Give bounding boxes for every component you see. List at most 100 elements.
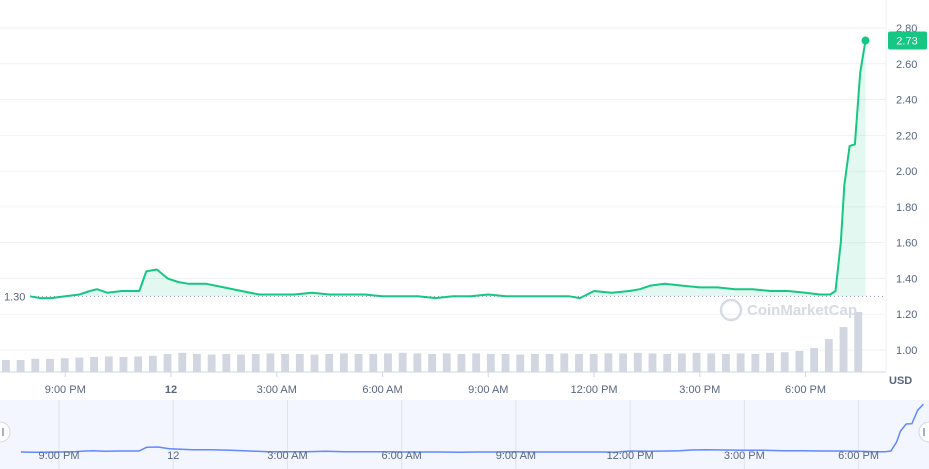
volume-bar xyxy=(560,353,569,372)
volume-bar xyxy=(780,352,789,372)
x-tick-label: 12:00 PM xyxy=(570,384,617,396)
volume-bar xyxy=(413,353,422,372)
x-tick-label: 6:00 AM xyxy=(362,384,402,396)
volume-bar xyxy=(75,357,84,372)
volume-bar xyxy=(648,353,657,372)
price-area xyxy=(30,40,866,299)
volume-bar xyxy=(854,312,863,372)
navigator-left-handle[interactable] xyxy=(0,421,11,443)
volume-bar xyxy=(193,354,201,372)
volume-bar xyxy=(148,355,157,372)
right-handle-grip-icon xyxy=(923,428,925,436)
navigator-tick-label: 12 xyxy=(167,450,179,462)
volume-bar xyxy=(60,358,69,372)
gridlines xyxy=(0,0,887,373)
navigator-gridlines xyxy=(58,400,860,469)
volume-bar xyxy=(222,354,231,372)
volume-bar xyxy=(339,353,348,372)
coinmarketcap-watermark: CoinMarketCap xyxy=(719,298,857,322)
price-line xyxy=(29,40,867,300)
volume-bar xyxy=(692,352,701,372)
volume-bar xyxy=(619,353,628,372)
volume-bar xyxy=(589,354,598,372)
watermark-text: CoinMarketCap xyxy=(747,302,857,319)
volume-bar xyxy=(545,354,554,372)
volume-bar xyxy=(2,360,10,372)
volume-bar xyxy=(839,327,848,372)
volume-bar xyxy=(384,353,392,372)
volume-bar xyxy=(46,358,54,372)
volume-bar xyxy=(766,352,774,372)
y-axis-ticks: 2.802.602.402.202.001.801.601.401.201.00 xyxy=(896,23,917,357)
volume-bar xyxy=(663,354,672,372)
navigator-tick-label: 9:00 PM xyxy=(39,450,80,462)
navigator-tick-label: 3:00 AM xyxy=(267,450,307,462)
volume-bar xyxy=(442,353,451,372)
volume-bar xyxy=(575,354,583,372)
volume-bar xyxy=(810,348,819,372)
range-navigator[interactable]: 9:00 PM 12 3:00 AM 6:00 AM 9:00 AM 12:00 PM 3:… xyxy=(0,400,929,469)
volume-bar xyxy=(354,354,363,372)
volume-bar xyxy=(134,356,143,372)
volume-bar xyxy=(178,352,187,372)
x-tick-label: 6:00 PM xyxy=(785,384,826,396)
navigator-line xyxy=(20,403,924,454)
y-tick-label: 2.60 xyxy=(896,59,917,71)
volume-bar xyxy=(736,353,745,372)
volume-bar xyxy=(531,354,539,372)
navigator-tick-label: 3:00 PM xyxy=(724,450,765,462)
left-handle-grip-icon xyxy=(2,428,4,436)
volume-bar xyxy=(604,353,613,372)
current-price-dot xyxy=(861,36,870,45)
volume-bar xyxy=(16,360,25,372)
x-tick-label: 12 xyxy=(165,384,177,396)
volume-bar xyxy=(266,353,275,372)
volume-bar xyxy=(824,339,833,372)
coinmarketcap-logo-icon xyxy=(719,298,743,322)
y-tick-label: 1.80 xyxy=(896,202,917,214)
volume-bar xyxy=(104,356,113,372)
volume-bar xyxy=(398,352,407,372)
volume-bar xyxy=(677,353,686,372)
x-tick-label: 3:00 PM xyxy=(679,384,720,396)
volume-bar xyxy=(516,354,525,372)
volume-bar xyxy=(207,354,216,372)
y-tick-label: 1.00 xyxy=(896,345,917,357)
volume-bar xyxy=(486,354,495,372)
navigator-tick-label: 6:00 AM xyxy=(381,450,421,462)
y-tick-label: 2.40 xyxy=(896,95,917,107)
volume-bar xyxy=(472,353,481,372)
volume-bar xyxy=(722,354,730,372)
y-axis-unit-label: USD xyxy=(889,375,912,387)
volume-bars xyxy=(2,312,863,372)
y-tick-label: 1.60 xyxy=(896,238,917,250)
volume-bar xyxy=(31,358,40,372)
volume-bar xyxy=(369,354,378,372)
navigator-tick-label: 6:00 PM xyxy=(838,450,879,462)
navigator-tick-label: 12:00 PM xyxy=(607,450,654,462)
volume-bar xyxy=(501,354,510,372)
volume-bar xyxy=(310,354,319,372)
x-tick-label: 9:00 PM xyxy=(45,384,86,396)
price-chart: 2.802.602.402.202.001.801.601.401.201.00… xyxy=(0,0,927,396)
navigator-background xyxy=(0,400,929,469)
navigator-tick-label: 9:00 AM xyxy=(496,450,536,462)
volume-bar xyxy=(251,354,260,372)
volume-bar xyxy=(707,353,716,372)
volume-bar xyxy=(428,354,436,372)
current-price-badge-text: 2.73 xyxy=(896,36,917,48)
current-price-badge xyxy=(888,31,927,50)
volume-bar xyxy=(295,354,304,372)
volume-bar xyxy=(163,354,172,372)
volume-bar xyxy=(119,357,128,372)
volume-bar xyxy=(281,354,290,372)
y-tick-label: 1.20 xyxy=(896,309,917,321)
y-tick-label: 1.40 xyxy=(896,273,917,285)
navigator-right-handle[interactable] xyxy=(918,421,929,443)
volume-bar xyxy=(795,351,804,372)
open-price-label: 1.30 xyxy=(4,291,25,303)
y-tick-label: 2.00 xyxy=(896,166,917,178)
volume-bar xyxy=(457,354,466,372)
volume-bar xyxy=(633,352,642,372)
x-tick-label: 9:00 AM xyxy=(468,384,508,396)
